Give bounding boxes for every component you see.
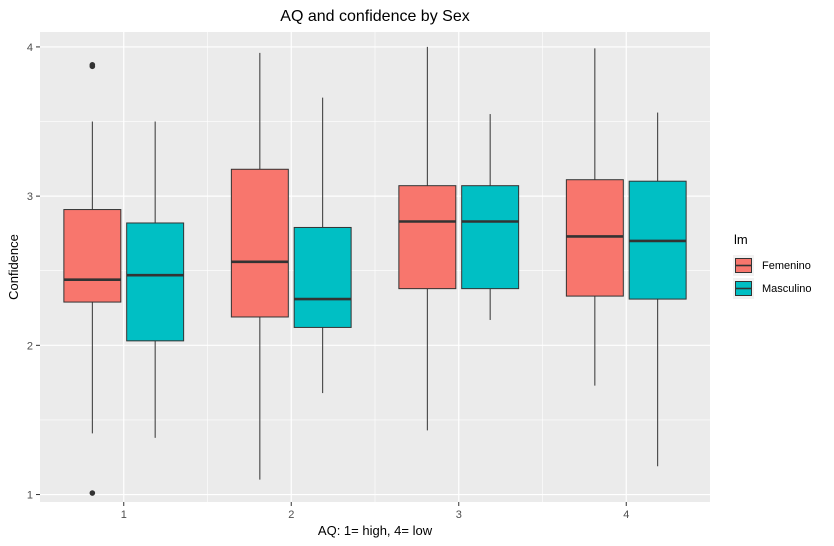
legend-label: Masculino bbox=[762, 283, 812, 295]
box-masculino-aq-2 bbox=[293, 97, 352, 394]
chart-title: AQ and confidence by Sex bbox=[280, 8, 469, 25]
y-tick-label: 4 bbox=[27, 42, 33, 54]
legend: lm Femenino Masculino bbox=[733, 232, 812, 299]
box-body bbox=[293, 226, 352, 328]
box-femenino-aq-3 bbox=[398, 46, 457, 431]
y-tick-label: 2 bbox=[27, 340, 33, 352]
y-axis-title: Confidence bbox=[6, 234, 21, 300]
box-masculino-aq-1 bbox=[126, 121, 185, 438]
x-tick-label: 3 bbox=[456, 509, 462, 521]
legend-item-masculino: Masculino bbox=[733, 278, 812, 299]
y-tick-label: 1 bbox=[27, 490, 33, 502]
box-body bbox=[230, 168, 289, 318]
box-femenino-aq-1 bbox=[63, 62, 122, 496]
legend-label: Femenino bbox=[762, 260, 811, 272]
axes: 1 2 3 4 1 2 3 4 bbox=[27, 42, 629, 521]
box-femenino-aq-2 bbox=[230, 52, 289, 480]
x-tick-label: 2 bbox=[288, 509, 294, 521]
box-body bbox=[398, 185, 457, 290]
outlier-point bbox=[89, 490, 96, 496]
legend-item-femenino: Femenino bbox=[733, 255, 811, 276]
box-body bbox=[63, 209, 122, 303]
grid-lines bbox=[40, 32, 710, 502]
outlier-point bbox=[89, 62, 96, 68]
box-body bbox=[565, 179, 624, 297]
box-series bbox=[63, 46, 687, 496]
x-tick-label: 4 bbox=[623, 509, 629, 521]
y-tick-label: 3 bbox=[27, 191, 33, 203]
box-masculino-aq-3 bbox=[461, 114, 520, 320]
box-femenino-aq-4 bbox=[565, 48, 624, 386]
box-body bbox=[126, 222, 185, 342]
legend-title: lm bbox=[734, 232, 748, 247]
box-body bbox=[461, 185, 520, 290]
x-axis-title: AQ: 1= high, 4= low bbox=[318, 523, 433, 538]
x-tick-label: 1 bbox=[121, 509, 127, 521]
box-masculino-aq-4 bbox=[628, 112, 687, 467]
